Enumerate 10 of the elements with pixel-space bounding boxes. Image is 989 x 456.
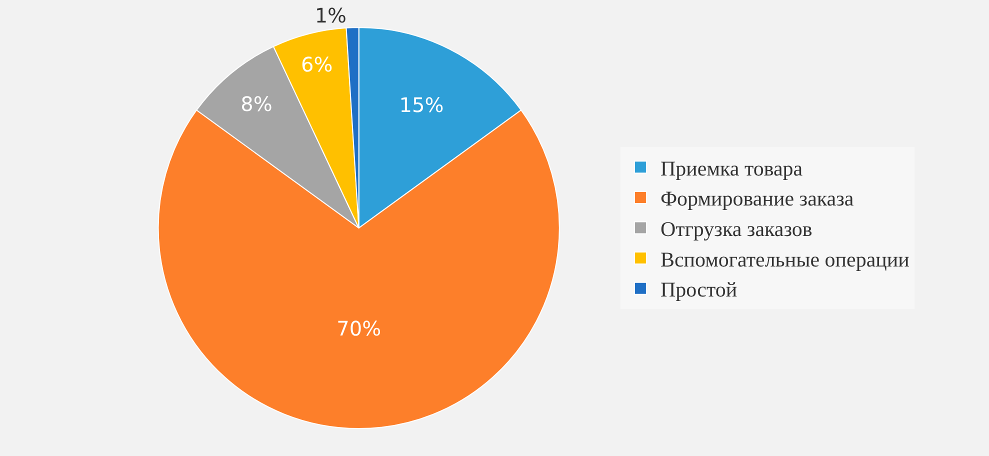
legend-label: Приемка товара [660,156,804,180]
legend-label: Формирование заказа [660,186,854,211]
legend-label: Отгрузка заказов [660,216,812,241]
legend-label: Простой [660,278,738,302]
data-label: 15% [399,93,444,118]
legend-label: Вспомогательные операции [660,247,910,272]
data-label: 70% [336,316,382,340]
data-label: 6% [300,52,333,76]
data-label: 8% [240,92,272,116]
data-label: 1% [314,4,347,28]
